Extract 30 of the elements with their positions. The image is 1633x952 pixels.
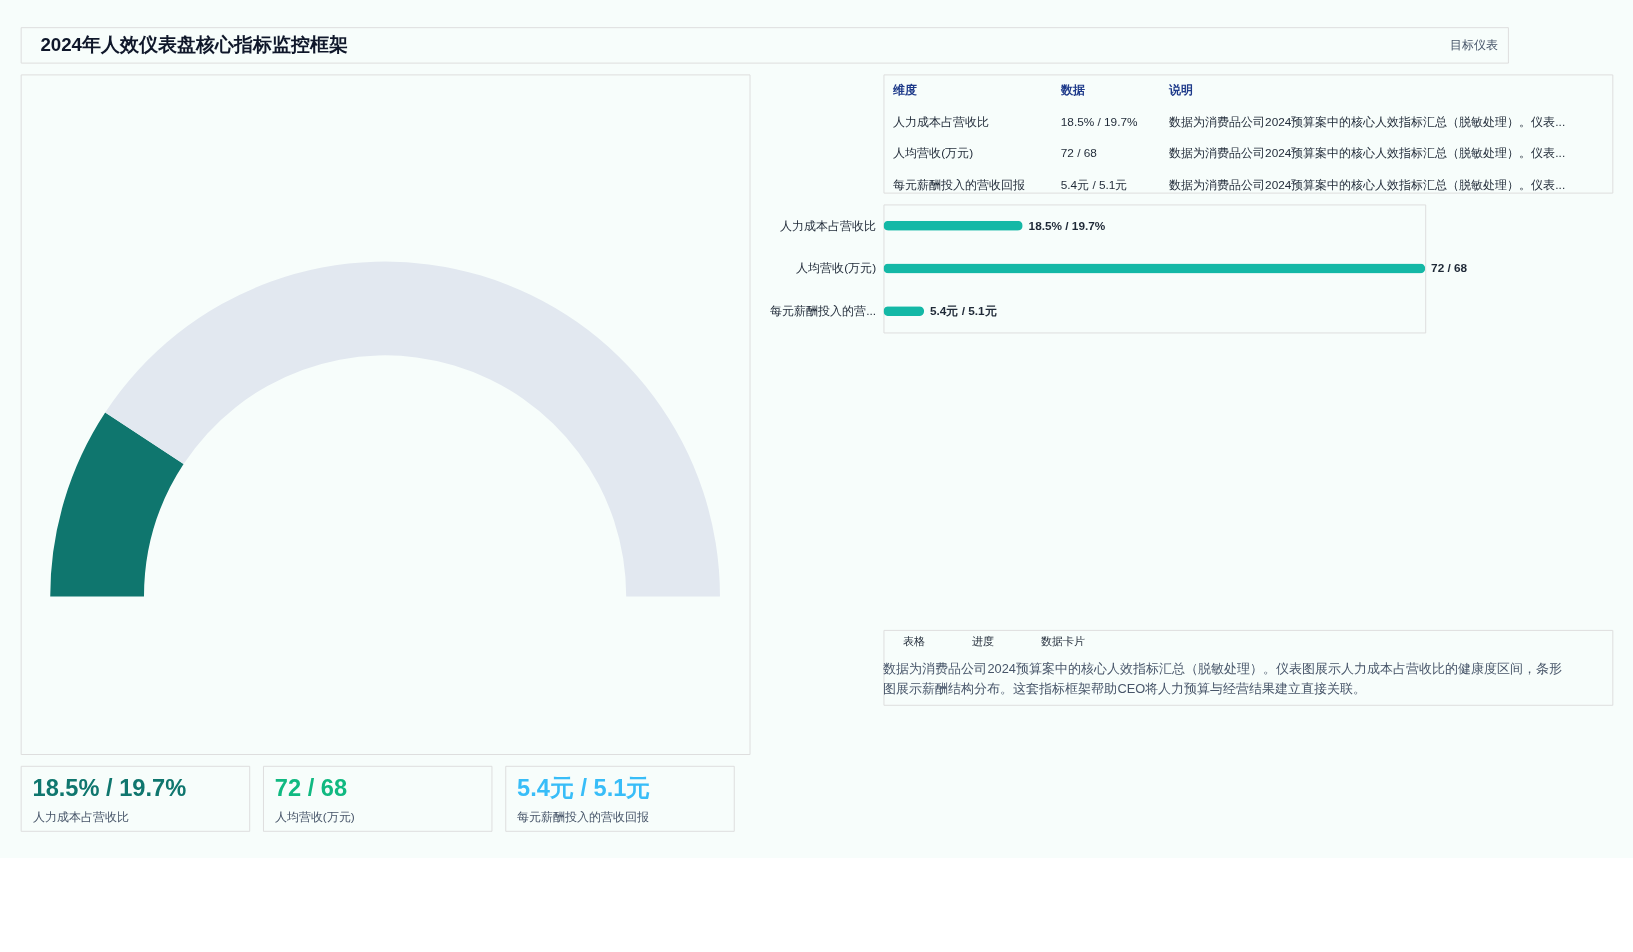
text: 人力成本占营收比: [893, 114, 990, 129]
text: 数据卡片: [1041, 634, 1086, 647]
text: 进度: [972, 634, 995, 647]
text: 数据为消费品公司2024预算案中的核心人效指标汇总（脱敏处理）。仪表...: [1169, 146, 1566, 161]
text: 人均营收(万元): [893, 146, 974, 161]
text: 72 / 68: [274, 775, 348, 802]
data-label: 72 / 68: [1431, 261, 1468, 276]
y-tick-label: 每元薪酬投入的营...: [770, 304, 877, 319]
text: 目标仪表: [1450, 37, 1499, 52]
text: 每元薪酬投入的营收回报: [893, 177, 1026, 192]
text: 数据为消费品公司2024预算案中的核心人效指标汇总（脱敏处理）。仪表...: [1169, 177, 1566, 192]
text: 维度: [892, 83, 918, 98]
y-tick-label: 人力成本占营收比: [780, 218, 877, 233]
text: 5.4元 / 5.1元: [517, 775, 651, 802]
y-tick-label: 人均营收(万元): [796, 261, 877, 276]
text: 数据为消费品公司2024预算案中的核心人效指标汇总（脱敏处理）。仪表...: [1169, 114, 1566, 129]
text: 数据: [1059, 83, 1085, 98]
text: 18.5% / 19.7%: [32, 775, 187, 802]
text: 数据为消费品公司2024预算案中的核心人效指标汇总（脱敏处理）。仪表图展示人力成本占营收比的健康度区间，条形图展示薪酬结构分布。这套指标框架帮助CEO将人力预算与经营结果建立直接关联。: [883, 661, 1562, 696]
text: 说明: [1168, 83, 1194, 98]
text: 每元薪酬投入的营收回报: [517, 810, 650, 824]
text: 人力成本占营收比: [32, 810, 129, 824]
text: 表格: [903, 634, 926, 647]
text: 5.4元 / 5.1元: [1060, 177, 1128, 192]
data-label: 18.5% / 19.7%: [1028, 218, 1106, 233]
chart-title: 2024年人效仪表盘核心指标监控框架: [40, 33, 348, 55]
data-label: 5.4元 / 5.1元: [930, 304, 997, 319]
text: 人均营收(万元): [274, 810, 355, 824]
text: 18.5% / 19.7%: [1060, 114, 1138, 129]
text: 72 / 68: [1060, 146, 1098, 161]
